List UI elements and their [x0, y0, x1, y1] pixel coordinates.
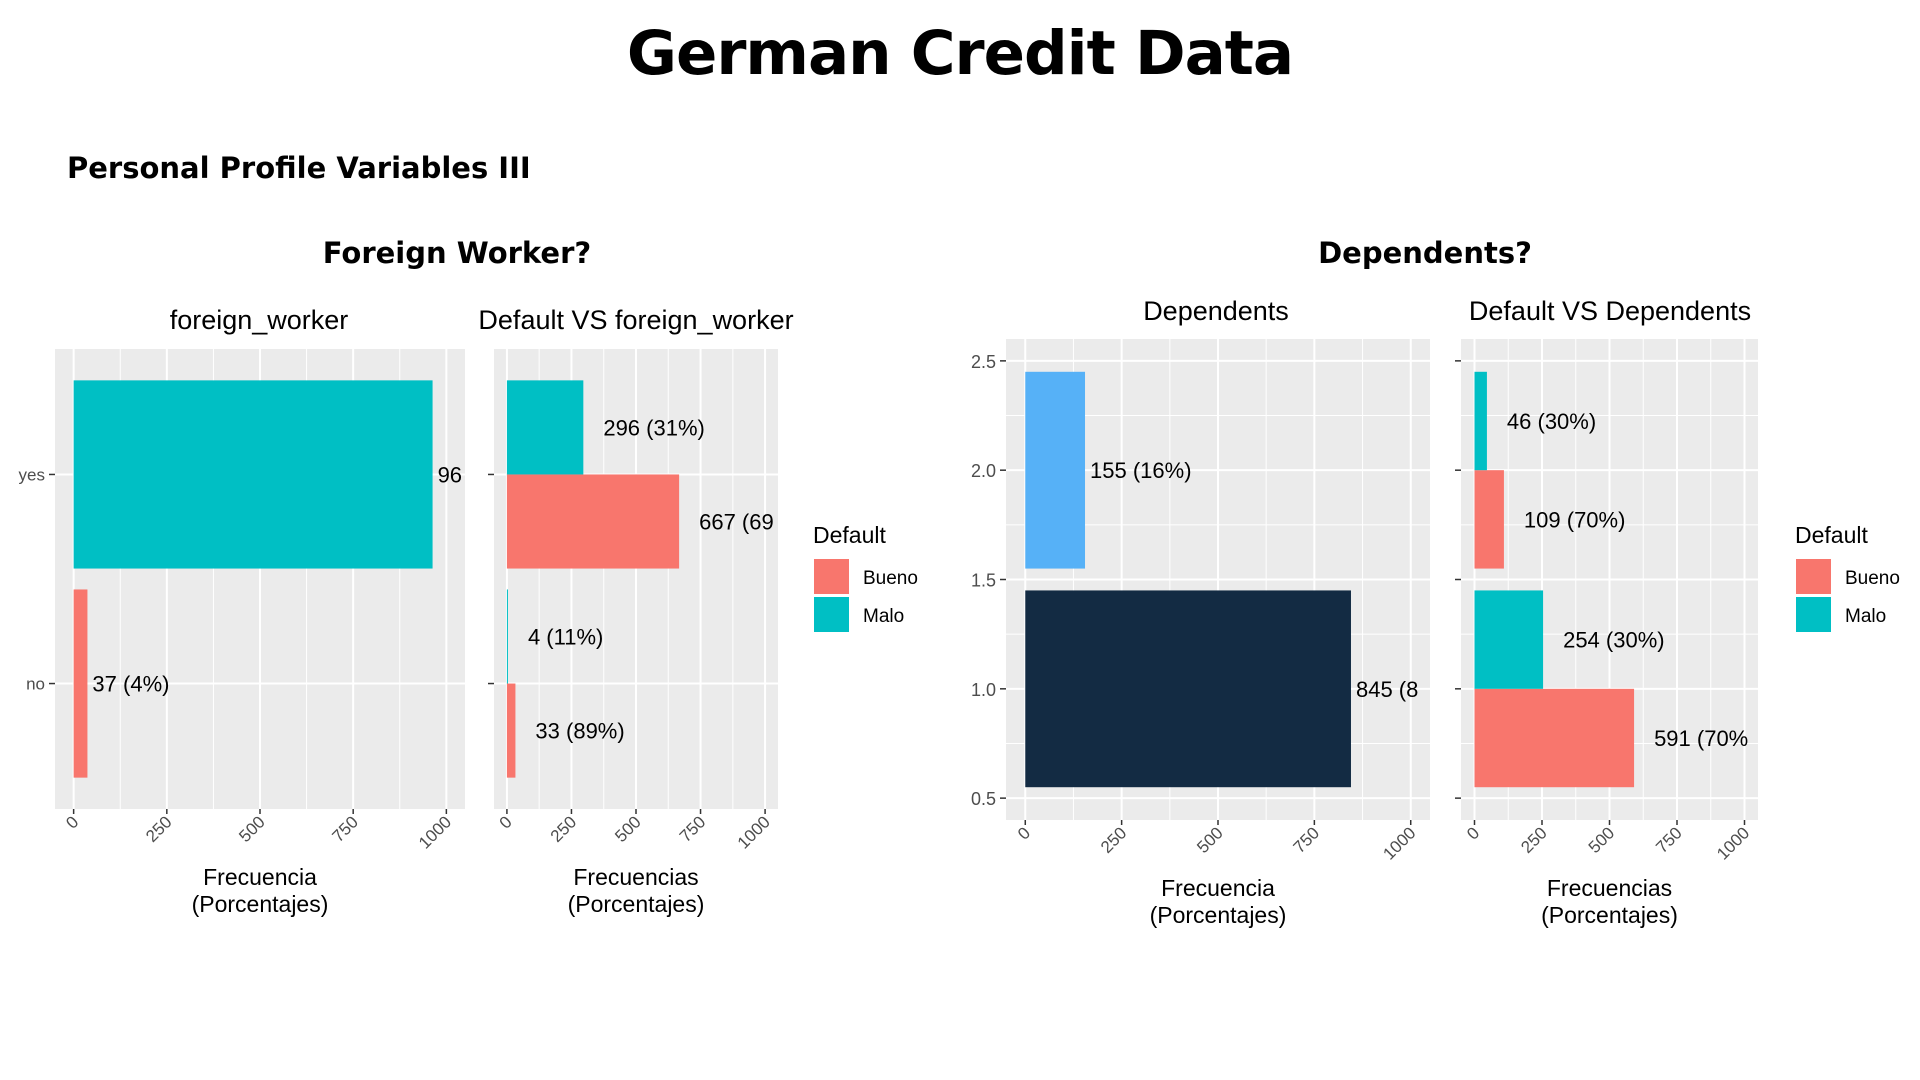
bar-bueno: [1474, 470, 1504, 569]
bar-malo: [506, 380, 584, 475]
y-tick-label: 0.5: [971, 789, 996, 809]
y-tick-label: 2.5: [971, 352, 996, 372]
bar-malo: [1474, 371, 1487, 471]
data-label: 4 (11%): [528, 625, 603, 650]
labels-layer: 845 (8 155 (16%): [1090, 458, 1418, 702]
data-label: 46 (30%): [1507, 409, 1596, 434]
x-tick-label: 0: [62, 812, 82, 832]
x-tick-label: 0: [496, 812, 516, 832]
legend-key-bueno: [1796, 559, 1831, 594]
x-axis-label: (Porcentajes): [1150, 902, 1287, 928]
y-tick-label: no: [26, 675, 45, 694]
bar-bueno: [1474, 688, 1635, 788]
legend-label: Malo: [863, 606, 904, 627]
data-label: 296 (31%): [603, 415, 705, 440]
x-tick-label: 1000: [415, 812, 455, 852]
data-label: 591 (70%: [1654, 726, 1748, 751]
data-label: 667 (69: [699, 510, 774, 535]
y-tick-label: 2.0: [971, 461, 996, 481]
y-tick-label: yes: [19, 465, 45, 484]
bars-layer: [1025, 371, 1351, 788]
x-tick-label: 250: [1097, 823, 1130, 856]
x-axis-label: Frecuencia: [203, 864, 317, 890]
x-tick-label: 750: [1290, 823, 1323, 856]
chart-title: foreign_worker: [170, 305, 349, 335]
x-tick-label: 0: [1463, 823, 1483, 843]
bars-layer: [1474, 371, 1635, 788]
chart-2: 845 (8 155 (16%) 0 250 500 750 1000 0.5 1.0 1.5 2.…: [971, 296, 1430, 928]
bars-layer: [506, 380, 680, 778]
data-label: 96: [438, 462, 462, 487]
data-label: 109 (70%): [1524, 507, 1626, 532]
section-title-dependents: Dependents?: [1318, 236, 1532, 270]
x-axis-label: Frecuencia: [1161, 875, 1275, 901]
legend: Default Bueno Malo: [1795, 522, 1900, 632]
legend-label: Bueno: [863, 568, 918, 589]
data-label: 33 (89%): [535, 719, 624, 744]
x-tick-label: 500: [235, 812, 268, 845]
x-axis-label: (Porcentajes): [568, 891, 705, 917]
x-tick-label: 750: [329, 812, 362, 845]
chart-1: 33 (89%) 4 (11%) 667 (69 296 (31%) 0 250 500 75…: [478, 305, 918, 917]
x-tick-label: 1000: [1713, 823, 1753, 863]
x-tick-label: 750: [1652, 823, 1685, 856]
bar: [73, 380, 433, 569]
bar-malo: [506, 589, 508, 684]
chart-3: 591 (70% 254 (30%) 109 (70%) 46 (30%) 0 250 50…: [1455, 296, 1900, 928]
labels-layer: 37 (4%) 96: [92, 462, 462, 696]
x-tick-label: 500: [1193, 823, 1226, 856]
x-tick-label: 0: [1014, 823, 1034, 843]
y-tick-label: 1.5: [971, 571, 996, 591]
data-label: 254 (30%): [1563, 628, 1665, 653]
bar-bueno: [506, 683, 516, 778]
x-tick-label: 1000: [1379, 823, 1419, 863]
x-tick-label: 250: [142, 812, 175, 845]
legend-key-malo: [814, 597, 849, 632]
legend-title: Default: [813, 522, 886, 548]
x-tick-label: 500: [611, 812, 644, 845]
chart-title: Dependents: [1143, 296, 1289, 326]
x-tick-label: 500: [1585, 823, 1618, 856]
section-title-foreign-worker: Foreign Worker?: [322, 236, 592, 270]
legend-key-bueno: [814, 559, 849, 594]
x-tick-label: 750: [676, 812, 709, 845]
bar-bueno: [506, 474, 680, 569]
legend-label: Malo: [1845, 606, 1886, 627]
chart-0: 37 (4%) 96 0 250 500 750 1000 no yes foreign_work…: [19, 305, 465, 917]
bar: [1025, 590, 1351, 788]
bars-layer: [73, 380, 433, 778]
legend-label: Bueno: [1845, 568, 1900, 589]
page-title: German Credit Data: [626, 18, 1294, 89]
legend: Default Bueno Malo: [813, 522, 918, 632]
page-subtitle: Personal Profile Variables III: [67, 151, 531, 185]
x-axis-label: (Porcentajes): [192, 891, 329, 917]
data-label: 845 (8: [1356, 677, 1418, 702]
chart-title: Default VS foreign_worker: [478, 305, 793, 335]
data-label: 155 (16%): [1090, 458, 1192, 483]
x-tick-label: 1000: [734, 812, 774, 852]
labels-layer: 33 (89%) 4 (11%) 667 (69 296 (31%): [528, 415, 774, 743]
x-axis-label: Frecuencias: [1547, 875, 1672, 901]
x-tick-label: 250: [1517, 823, 1550, 856]
legend-key-malo: [1796, 597, 1831, 632]
data-label: 37 (4%): [92, 672, 169, 697]
y-tick-label: 1.0: [971, 680, 996, 700]
legend-title: Default: [1795, 522, 1868, 548]
labels-layer: 591 (70% 254 (30%) 109 (70%) 46 (30%): [1507, 409, 1748, 751]
bar: [1025, 371, 1086, 569]
x-axis-label: Frecuencias: [573, 864, 698, 890]
bar: [73, 589, 88, 778]
x-tick-label: 250: [547, 812, 580, 845]
bar-malo: [1474, 590, 1544, 689]
chart-title: Default VS Dependents: [1469, 296, 1751, 326]
x-axis-label: (Porcentajes): [1541, 902, 1678, 928]
